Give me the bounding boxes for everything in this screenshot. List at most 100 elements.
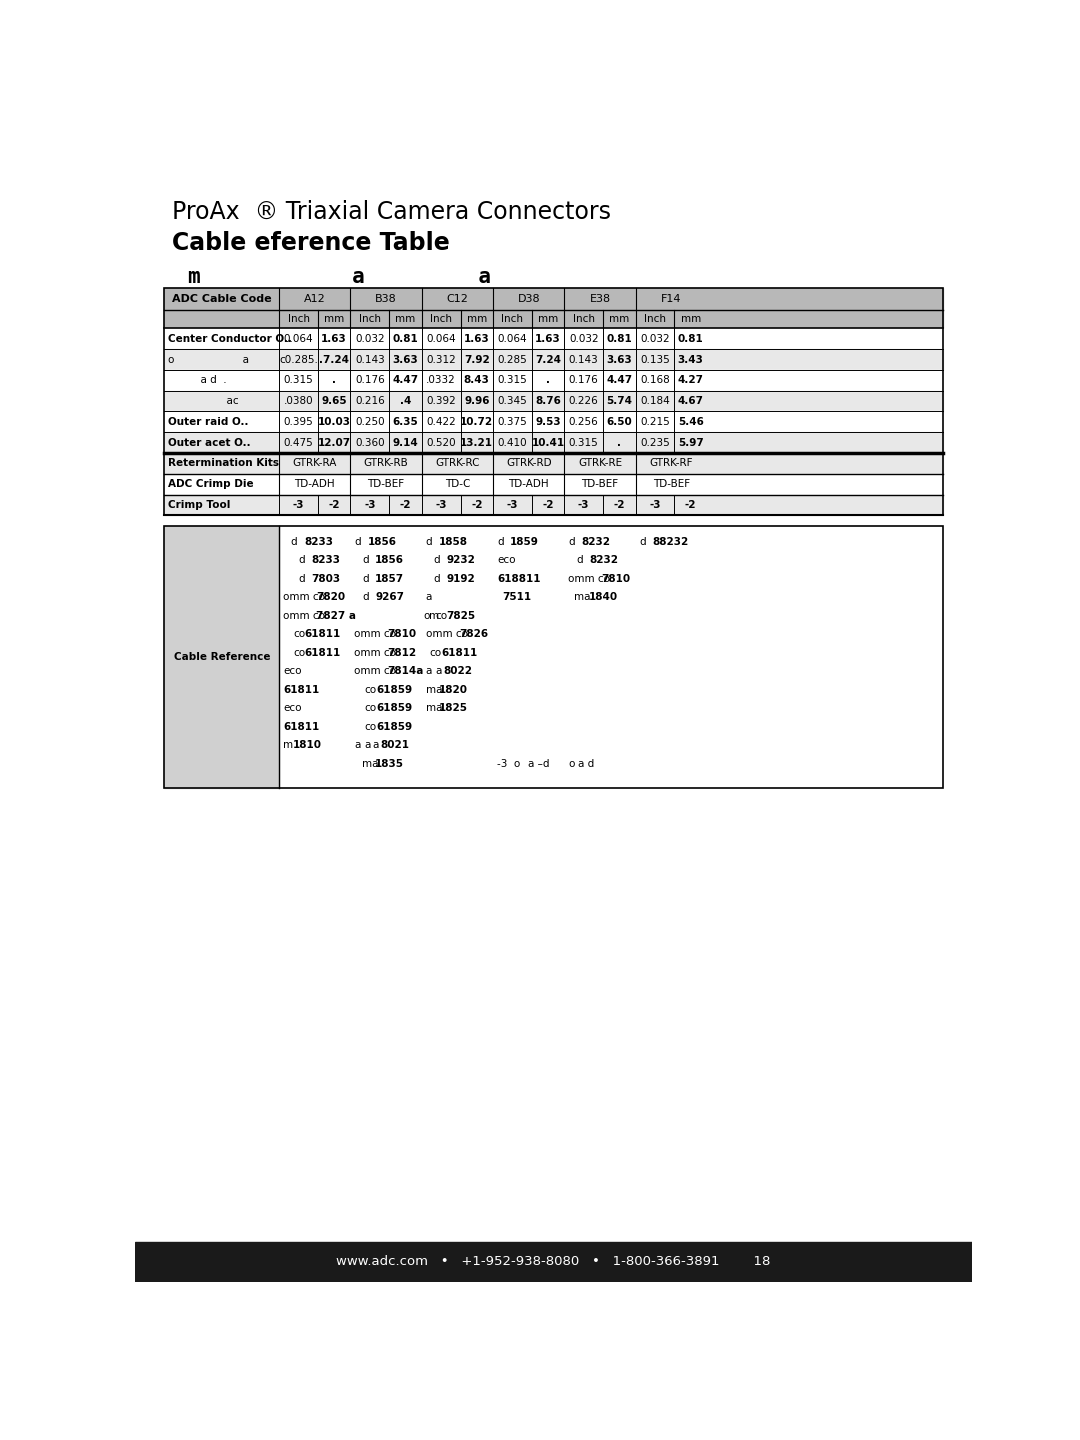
- Text: GTRK-RA: GTRK-RA: [293, 458, 337, 468]
- Text: 0.285: 0.285: [498, 354, 527, 364]
- Text: 9.53: 9.53: [536, 418, 561, 426]
- Bar: [164, 348, 943, 370]
- Text: 1.63: 1.63: [464, 334, 489, 344]
- Text: d: d: [433, 575, 440, 585]
- Text: TD-BEF: TD-BEF: [652, 480, 690, 490]
- Text: d: d: [576, 556, 582, 566]
- Text: .: .: [333, 376, 336, 386]
- Text: o: o: [423, 611, 430, 621]
- Text: d: d: [298, 556, 306, 566]
- Text: TD-C: TD-C: [445, 480, 470, 490]
- Text: 3.63: 3.63: [607, 354, 632, 364]
- Text: 61811: 61811: [283, 685, 320, 696]
- Text: d: d: [362, 592, 368, 602]
- Text: 61811: 61811: [283, 721, 320, 732]
- Text: 9.65: 9.65: [322, 396, 347, 406]
- Text: omm co: omm co: [283, 611, 325, 621]
- Text: Center Conductor O..: Center Conductor O..: [168, 334, 293, 344]
- Text: 9192: 9192: [446, 575, 475, 585]
- Text: 1.63: 1.63: [322, 334, 347, 344]
- Text: 0.81: 0.81: [393, 334, 418, 344]
- Text: E38: E38: [590, 294, 610, 304]
- Text: 8022: 8022: [444, 667, 472, 677]
- Text: 1810: 1810: [293, 740, 322, 750]
- Bar: [164, 474, 943, 495]
- Text: a –d: a –d: [528, 759, 550, 769]
- Text: co: co: [435, 611, 448, 621]
- Bar: [164, 526, 279, 788]
- Text: 1.63: 1.63: [536, 334, 561, 344]
- Text: 12.07: 12.07: [318, 438, 351, 448]
- Bar: [164, 288, 943, 310]
- Text: omm co: omm co: [426, 629, 468, 639]
- Text: co: co: [293, 648, 306, 658]
- Text: Inch: Inch: [644, 314, 666, 324]
- Text: -3: -3: [578, 500, 590, 510]
- Text: m: m: [430, 611, 440, 621]
- Text: 0.176: 0.176: [569, 376, 598, 386]
- Text: 13.21: 13.21: [460, 438, 494, 448]
- Text: 0.143: 0.143: [569, 354, 598, 364]
- Text: B38: B38: [375, 294, 397, 304]
- Text: 0.032: 0.032: [355, 334, 384, 344]
- Text: -3: -3: [649, 500, 661, 510]
- Text: -2: -2: [542, 500, 554, 510]
- Text: 1857: 1857: [375, 575, 404, 585]
- Text: -3: -3: [364, 500, 376, 510]
- Text: o: o: [568, 759, 575, 769]
- Text: mm: mm: [395, 314, 416, 324]
- Text: 0.315: 0.315: [569, 438, 598, 448]
- Text: 1856: 1856: [367, 537, 396, 547]
- Text: a d  .: a d .: [168, 376, 227, 386]
- Text: 0.315: 0.315: [284, 376, 313, 386]
- Text: 0.520: 0.520: [427, 438, 456, 448]
- Text: 0.392: 0.392: [427, 396, 456, 406]
- Text: .4: .4: [400, 396, 411, 406]
- Text: 88232: 88232: [652, 537, 689, 547]
- Text: GTRK-RD: GTRK-RD: [505, 458, 552, 468]
- Text: c0.285.: c0.285.: [279, 354, 318, 364]
- Text: 6.50: 6.50: [607, 418, 632, 426]
- Bar: [164, 432, 943, 454]
- Text: 618811: 618811: [497, 575, 540, 585]
- Text: 0.226: 0.226: [569, 396, 598, 406]
- Text: 1840: 1840: [590, 592, 618, 602]
- Text: mm: mm: [538, 314, 558, 324]
- Bar: [135, 1241, 972, 1282]
- Text: d: d: [639, 537, 646, 547]
- Text: 0.312: 0.312: [427, 354, 456, 364]
- Text: -3: -3: [293, 500, 305, 510]
- Text: 0.135: 0.135: [640, 354, 670, 364]
- Text: a: a: [364, 740, 370, 750]
- Text: -2: -2: [400, 500, 411, 510]
- Text: 0.250: 0.250: [355, 418, 384, 426]
- Text: ma: ma: [362, 759, 379, 769]
- Text: 0.143: 0.143: [355, 354, 384, 364]
- Text: 8233: 8233: [312, 556, 340, 566]
- Text: 0.315: 0.315: [498, 376, 527, 386]
- Text: omm co: omm co: [283, 592, 325, 602]
- Text: 7812: 7812: [388, 648, 417, 658]
- Text: 0.032: 0.032: [569, 334, 598, 344]
- Text: C12: C12: [446, 294, 469, 304]
- Text: 0.032: 0.032: [640, 334, 670, 344]
- Text: 0.81: 0.81: [607, 334, 632, 344]
- Text: omm co: omm co: [354, 667, 396, 677]
- Text: 7.24: 7.24: [535, 354, 562, 364]
- Text: Retermination Kits: Retermination Kits: [168, 458, 280, 468]
- Text: mm: mm: [680, 314, 701, 324]
- Text: Outer acet O..: Outer acet O..: [168, 438, 251, 448]
- Text: 7803: 7803: [312, 575, 341, 585]
- Text: A12: A12: [303, 294, 326, 304]
- Text: 0.395: 0.395: [284, 418, 313, 426]
- Text: d: d: [497, 537, 503, 547]
- Text: 1856: 1856: [375, 556, 404, 566]
- Text: 0.422: 0.422: [427, 418, 456, 426]
- Text: -3: -3: [507, 500, 518, 510]
- Text: 0.176: 0.176: [355, 376, 384, 386]
- Text: 8232: 8232: [590, 556, 618, 566]
- Text: 0.345: 0.345: [498, 396, 527, 406]
- Text: Inch: Inch: [572, 314, 595, 324]
- Text: a: a: [426, 592, 432, 602]
- Text: TD-ADH: TD-ADH: [295, 480, 335, 490]
